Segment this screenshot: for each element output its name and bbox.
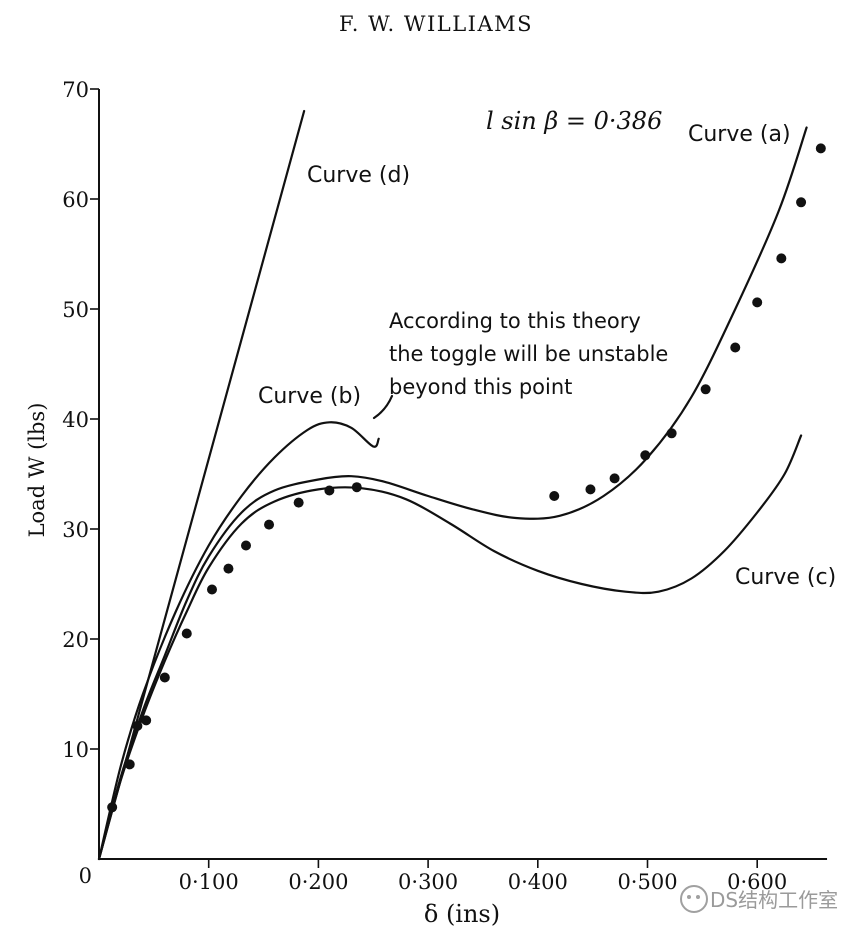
y-tick-label: 50 — [62, 298, 89, 322]
x-tick-label: 0·300 — [398, 870, 458, 894]
data-point — [585, 484, 596, 495]
page-header: F. W. WILLIAMS — [339, 12, 533, 36]
data-point — [264, 519, 275, 530]
data-point — [351, 482, 362, 493]
curves — [97, 109, 808, 861]
x-tick-label: 0·600 — [727, 870, 787, 894]
series-curve-a — [97, 126, 808, 861]
data-point — [815, 143, 826, 154]
x-axis-label: δ (ins) — [424, 900, 500, 928]
data-point — [240, 540, 251, 551]
data-point — [132, 720, 143, 731]
data-point — [752, 297, 763, 308]
curve-label-b: Curve (b) — [258, 384, 361, 409]
annotation-leader-line — [372, 394, 394, 420]
x-axis-ticks: 0·100 0·200 0·300 0·400 0·500 0·600 — [179, 859, 787, 894]
x-tick-label: 0·100 — [179, 870, 239, 894]
data-point — [223, 563, 234, 574]
y-tick-label: 20 — [62, 628, 89, 652]
series-curve-b — [97, 421, 380, 861]
data-point — [640, 450, 651, 461]
data-point — [124, 759, 135, 770]
x-tick-label: 0·200 — [288, 870, 348, 894]
data-point — [159, 672, 170, 683]
annotation-line-2: the toggle will be unstable — [389, 342, 668, 366]
annotation-line-3: beyond this point — [389, 375, 572, 399]
x-tick-label: 0·400 — [508, 870, 568, 894]
x-tick-label: 0·500 — [617, 870, 677, 894]
wechat-icon — [680, 885, 708, 913]
y-tick-label: 0 — [79, 864, 92, 888]
data-point — [206, 584, 217, 595]
data-point — [730, 342, 741, 353]
y-tick-label: 70 — [62, 78, 89, 102]
y-tick-label: 40 — [62, 408, 89, 432]
annotation-line-1: According to this theory — [389, 309, 641, 333]
y-axis-ticks: 0 10 20 30 40 50 60 70 — [62, 78, 99, 888]
data-point — [181, 628, 192, 639]
data-point — [609, 473, 620, 484]
axes — [98, 89, 828, 860]
data-point — [141, 715, 152, 726]
data-point — [293, 497, 304, 508]
data-point — [107, 802, 118, 813]
y-axis-label: Load W (lbs) — [25, 403, 49, 538]
curve-label-d: Curve (d) — [307, 163, 410, 188]
watermark: DS结构工作室 — [680, 885, 838, 913]
parameter-label: l sin β = 0·386 — [486, 107, 662, 135]
data-point — [796, 197, 807, 208]
series-curve-d — [97, 109, 306, 861]
y-tick-label: 10 — [62, 738, 89, 762]
data-point — [776, 253, 787, 264]
watermark-text: DS结构工作室 — [710, 888, 838, 912]
series-curve-c — [97, 434, 803, 861]
data-point — [666, 428, 677, 439]
data-point — [324, 485, 335, 496]
y-tick-label: 60 — [62, 188, 89, 212]
y-tick-label: 30 — [62, 518, 89, 542]
data-point — [549, 491, 560, 501]
curve-label-c: Curve (c) — [735, 565, 836, 590]
data-point — [700, 384, 711, 395]
curve-label-a: Curve (a) — [688, 122, 791, 147]
experimental-points — [107, 143, 826, 813]
